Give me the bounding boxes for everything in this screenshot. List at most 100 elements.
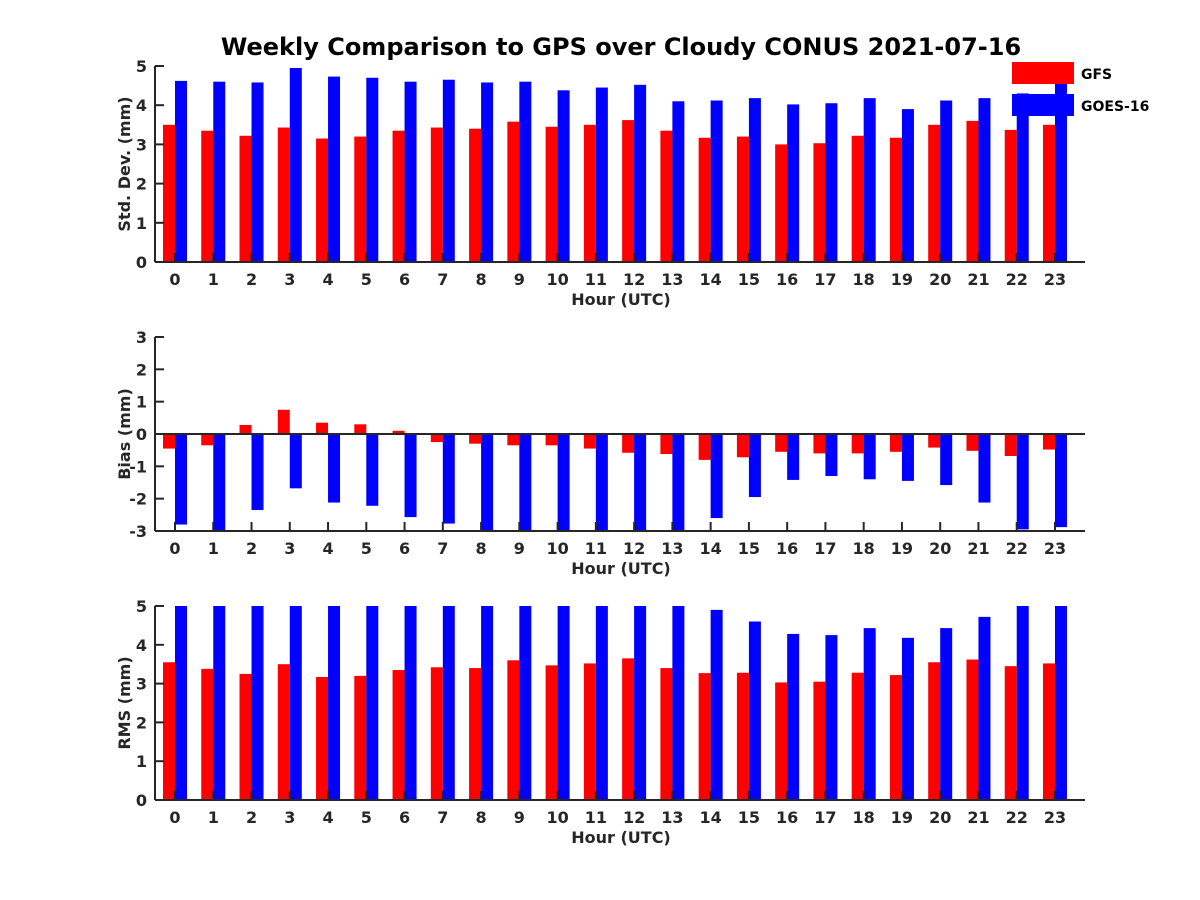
bar-gfs-hour-16 xyxy=(775,434,788,452)
x-tick-label: 16 xyxy=(776,539,798,558)
bar-goes-16-hour-8 xyxy=(481,434,494,531)
bar-gfs-hour-15 xyxy=(736,434,749,458)
bar-gfs-hour-1 xyxy=(201,130,214,262)
bar-goes-16-hour-4 xyxy=(328,434,341,503)
y-tick-label: 1 xyxy=(136,393,147,412)
bar-gfs-hour-9 xyxy=(507,434,520,446)
bar-goes-16-hour-2 xyxy=(251,82,264,263)
x-tick-label: 12 xyxy=(623,808,645,827)
bar-goes-16-hour-6 xyxy=(404,434,417,518)
bar-gfs-hour-8 xyxy=(469,434,482,444)
legend-label: GOES-16 xyxy=(1081,99,1149,115)
bar-goes-16-hour-8 xyxy=(481,606,494,800)
x-tick-label: 1 xyxy=(208,808,219,827)
bar-goes-16-hour-22 xyxy=(1016,93,1029,262)
x-tick-label: 20 xyxy=(929,808,951,827)
bar-gfs-hour-14 xyxy=(698,434,711,460)
bar-gfs-hour-5 xyxy=(354,136,367,262)
bar-gfs-hour-19 xyxy=(889,137,902,262)
bar-gfs-hour-12 xyxy=(622,658,635,800)
bar-goes-16-hour-15 xyxy=(748,434,761,498)
bar-goes-16-hour-17 xyxy=(825,103,838,263)
y-tick-label: 3 xyxy=(136,135,147,154)
bar-gfs-hour-11 xyxy=(583,663,596,800)
x-tick-label: 19 xyxy=(891,539,913,558)
x-tick-label: 11 xyxy=(585,270,607,289)
bar-gfs-hour-13 xyxy=(660,668,673,800)
bar-gfs-hour-11 xyxy=(583,434,596,449)
bar-gfs-hour-19 xyxy=(889,434,902,452)
bar-gfs-hour-19 xyxy=(889,675,902,800)
bar-gfs-hour-2 xyxy=(239,135,252,262)
bar-goes-16-hour-16 xyxy=(787,434,800,480)
bar-goes-16-hour-0 xyxy=(175,606,187,800)
x-tick-label: 3 xyxy=(284,539,295,558)
bar-gfs-hour-18 xyxy=(851,434,864,454)
x-tick-label: 8 xyxy=(476,539,487,558)
bar-goes-16-hour-9 xyxy=(519,434,532,531)
y-tick-label: 4 xyxy=(136,96,147,115)
bar-gfs-hour-2 xyxy=(239,424,252,434)
bar-gfs-hour-21 xyxy=(966,120,979,262)
bar-goes-16-hour-13 xyxy=(672,606,685,800)
bar-gfs-hour-18 xyxy=(851,672,864,800)
bar-gfs-hour-8 xyxy=(469,128,482,262)
x-tick-label: 10 xyxy=(546,539,568,558)
x-tick-label: 10 xyxy=(546,270,568,289)
x-tick-label: 3 xyxy=(284,270,295,289)
bar-goes-16-hour-18 xyxy=(863,628,876,800)
bar-goes-16-hour-10 xyxy=(557,606,570,800)
bar-goes-16-hour-5 xyxy=(366,77,379,262)
legend-swatch-gfs xyxy=(1012,62,1074,84)
x-tick-label: 15 xyxy=(738,808,760,827)
y-tick-label: 1 xyxy=(136,214,147,233)
x-tick-label: 11 xyxy=(585,808,607,827)
x-tick-label: 23 xyxy=(1044,808,1066,827)
bar-gfs-hour-23 xyxy=(1042,124,1055,262)
x-tick-label: 3 xyxy=(284,808,295,827)
y-tick-label: 2 xyxy=(136,713,147,732)
bar-goes-16-hour-12 xyxy=(634,84,647,262)
x-tick-label: 4 xyxy=(322,270,333,289)
chart-title: Weekly Comparison to GPS over Cloudy CON… xyxy=(221,33,1021,61)
bar-goes-16-hour-23 xyxy=(1054,434,1067,528)
bar-gfs-hour-6 xyxy=(392,430,405,434)
x-tick-label: 7 xyxy=(437,539,448,558)
x-tick-label: 20 xyxy=(929,270,951,289)
x-tick-label: 15 xyxy=(738,270,760,289)
x-tick-label: 8 xyxy=(476,270,487,289)
x-tick-label: 16 xyxy=(776,808,798,827)
bar-gfs-hour-18 xyxy=(851,135,864,262)
bar-goes-16-hour-18 xyxy=(863,434,876,480)
x-tick-label: 6 xyxy=(399,539,410,558)
bar-goes-16-hour-15 xyxy=(748,98,761,262)
bar-goes-16-hour-21 xyxy=(978,616,991,800)
x-tick-label: 17 xyxy=(814,270,836,289)
bar-gfs-hour-0 xyxy=(163,662,175,800)
x-tick-label: 13 xyxy=(661,539,683,558)
bar-gfs-hour-10 xyxy=(545,665,558,800)
x-tick-label: 18 xyxy=(853,270,875,289)
bar-goes-16-hour-12 xyxy=(634,434,647,531)
bar-goes-16-hour-4 xyxy=(328,76,341,262)
bar-goes-16-hour-2 xyxy=(251,434,264,510)
bar-goes-16-hour-17 xyxy=(825,434,838,477)
x-tick-label: 5 xyxy=(361,539,372,558)
bar-gfs-hour-9 xyxy=(507,121,520,262)
bar-goes-16-hour-11 xyxy=(595,606,608,800)
x-tick-label: 0 xyxy=(169,808,180,827)
bar-gfs-hour-17 xyxy=(813,434,826,454)
x-tick-label: 6 xyxy=(399,270,410,289)
bar-goes-16-hour-14 xyxy=(710,100,723,262)
bar-goes-16-hour-16 xyxy=(787,633,800,800)
x-tick-label: 14 xyxy=(700,539,722,558)
bar-goes-16-hour-22 xyxy=(1016,606,1029,800)
x-tick-label: 7 xyxy=(437,808,448,827)
bar-gfs-hour-22 xyxy=(1004,434,1017,456)
y-tick-label: 3 xyxy=(136,328,147,347)
x-tick-label: 5 xyxy=(361,270,372,289)
